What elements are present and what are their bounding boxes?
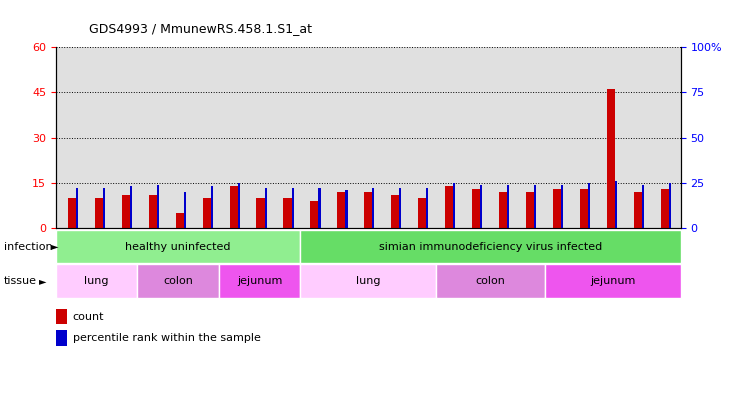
Text: ►: ►	[51, 242, 58, 252]
Bar	[76, 188, 78, 228]
Bar	[122, 195, 130, 228]
Text: jejunum: jejunum	[237, 276, 282, 286]
Bar	[176, 213, 184, 228]
Bar	[257, 198, 265, 228]
Bar	[103, 188, 105, 228]
Bar	[56, 331, 67, 345]
Bar	[365, 192, 372, 228]
Text: percentile rank within the sample: percentile rank within the sample	[73, 333, 260, 343]
Text: colon: colon	[163, 276, 193, 286]
Bar	[202, 198, 211, 228]
Bar	[561, 185, 563, 228]
Bar	[588, 183, 590, 228]
Bar	[669, 183, 671, 228]
Text: tissue: tissue	[4, 276, 36, 286]
Text: ►: ►	[39, 276, 47, 286]
Bar	[418, 198, 426, 228]
Text: infection: infection	[4, 242, 52, 252]
Bar	[310, 201, 318, 228]
Bar	[634, 192, 642, 228]
Bar	[372, 188, 374, 228]
Bar	[157, 185, 159, 228]
Text: lung: lung	[84, 276, 109, 286]
Bar	[480, 185, 482, 228]
Bar	[184, 192, 186, 228]
Text: healthy uninfected: healthy uninfected	[125, 242, 231, 252]
Bar	[345, 190, 347, 228]
Bar	[68, 198, 76, 228]
Bar	[400, 188, 402, 228]
Bar	[580, 189, 588, 228]
Bar	[211, 186, 213, 228]
Bar	[230, 186, 237, 228]
Bar	[606, 89, 615, 228]
Bar	[553, 189, 561, 228]
Bar	[56, 309, 67, 324]
Text: lung: lung	[356, 276, 380, 286]
Text: simian immunodeficiency virus infected: simian immunodeficiency virus infected	[379, 242, 602, 252]
Bar	[507, 185, 509, 228]
Bar	[219, 264, 301, 298]
Bar	[337, 192, 345, 228]
Bar	[436, 264, 545, 298]
Bar	[545, 264, 681, 298]
Bar	[534, 185, 536, 228]
Bar	[56, 230, 301, 263]
Bar	[453, 183, 455, 228]
Text: GDS4993 / MmunewRS.458.1.S1_at: GDS4993 / MmunewRS.458.1.S1_at	[89, 22, 312, 35]
Bar	[641, 185, 644, 228]
Bar	[318, 188, 321, 228]
Bar	[615, 181, 617, 228]
Bar	[499, 192, 507, 228]
Bar	[149, 195, 157, 228]
Bar	[237, 183, 240, 228]
Bar	[391, 195, 400, 228]
Bar	[292, 188, 294, 228]
Bar	[95, 198, 103, 228]
Bar	[265, 188, 267, 228]
Bar	[301, 230, 681, 263]
Bar	[138, 264, 219, 298]
Bar	[445, 186, 453, 228]
Bar	[130, 186, 132, 228]
Text: jejunum: jejunum	[590, 276, 635, 286]
Bar	[426, 188, 429, 228]
Bar	[56, 264, 138, 298]
Text: colon: colon	[475, 276, 505, 286]
Text: count: count	[73, 312, 104, 321]
Bar	[301, 264, 436, 298]
Bar	[526, 192, 534, 228]
Bar	[283, 198, 292, 228]
Bar	[661, 189, 669, 228]
Bar	[472, 189, 480, 228]
